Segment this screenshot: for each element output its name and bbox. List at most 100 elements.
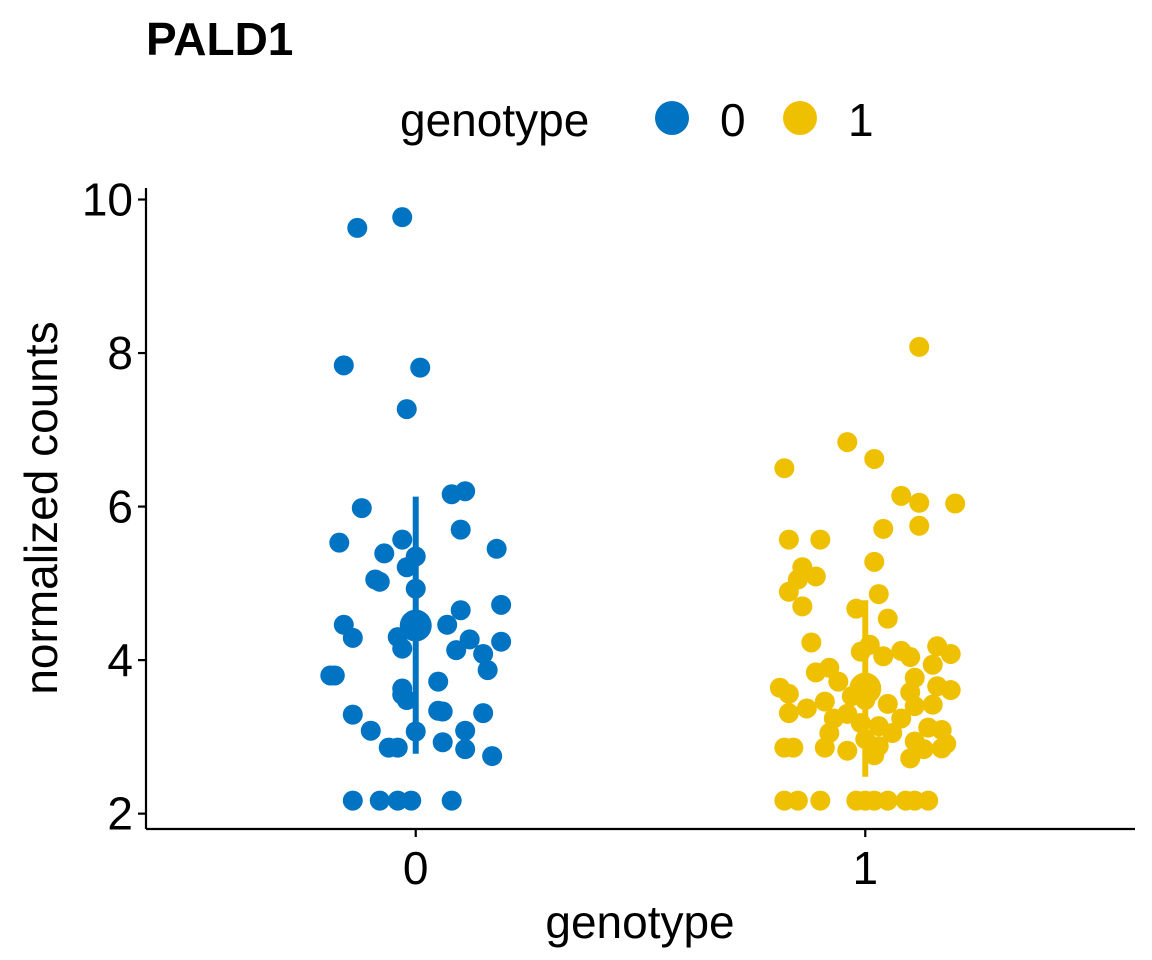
data-point bbox=[922, 694, 943, 715]
data-point bbox=[873, 646, 894, 667]
data-point bbox=[814, 691, 835, 712]
data-point bbox=[873, 518, 894, 539]
legend: genotype 0 1 bbox=[400, 94, 874, 146]
data-point bbox=[891, 485, 912, 506]
data-point bbox=[491, 594, 512, 615]
data-point bbox=[392, 638, 413, 659]
data-point bbox=[450, 519, 471, 540]
y-tick-label: 2 bbox=[107, 788, 133, 840]
data-point bbox=[909, 492, 930, 513]
data-point bbox=[801, 632, 822, 653]
data-point bbox=[778, 683, 799, 704]
data-point bbox=[778, 581, 799, 602]
data-point bbox=[347, 217, 368, 238]
data-point bbox=[891, 708, 912, 729]
data-point bbox=[432, 732, 453, 753]
data-point bbox=[778, 703, 799, 724]
data-point bbox=[437, 614, 458, 635]
data-point bbox=[446, 640, 467, 661]
data-point bbox=[774, 458, 795, 479]
data-point bbox=[482, 746, 503, 767]
mean-point-1 bbox=[849, 672, 882, 705]
data-point bbox=[455, 481, 476, 502]
data-point bbox=[369, 790, 390, 811]
data-point bbox=[814, 737, 835, 758]
data-point bbox=[864, 745, 885, 766]
mean-point-0 bbox=[399, 609, 432, 642]
data-point bbox=[392, 207, 413, 228]
data-point bbox=[864, 448, 885, 469]
data-point bbox=[904, 696, 925, 717]
x-tick-label: 0 bbox=[403, 842, 429, 894]
data-point bbox=[828, 671, 849, 692]
data-point bbox=[342, 790, 363, 811]
data-point bbox=[455, 739, 476, 760]
data-point bbox=[369, 571, 390, 592]
data-point bbox=[909, 336, 930, 357]
series-0 bbox=[320, 207, 512, 811]
data-point bbox=[922, 654, 943, 675]
data-point bbox=[882, 723, 903, 744]
data-point bbox=[810, 529, 831, 550]
data-point bbox=[360, 720, 381, 741]
data-point bbox=[392, 529, 413, 550]
data-point bbox=[796, 698, 817, 719]
data-point bbox=[333, 355, 354, 376]
data-point bbox=[805, 662, 826, 683]
data-point bbox=[900, 748, 921, 769]
data-point bbox=[486, 538, 507, 559]
data-point bbox=[455, 720, 476, 741]
data-point bbox=[428, 671, 449, 692]
legend-label-0: 0 bbox=[720, 94, 746, 146]
data-point bbox=[810, 790, 831, 811]
data-point bbox=[900, 647, 921, 668]
data-point bbox=[450, 600, 471, 621]
data-point bbox=[491, 631, 512, 652]
data-point bbox=[877, 790, 898, 811]
data-point bbox=[931, 738, 952, 759]
data-point bbox=[837, 740, 858, 761]
data-point bbox=[473, 703, 494, 724]
data-point bbox=[792, 596, 813, 617]
data-point bbox=[351, 498, 372, 519]
y-tick-label: 4 bbox=[107, 634, 133, 686]
data-point bbox=[787, 790, 808, 811]
data-point bbox=[459, 629, 480, 650]
data-point bbox=[945, 493, 966, 514]
data-point bbox=[477, 660, 498, 681]
data-point bbox=[396, 557, 417, 578]
data-point bbox=[940, 643, 961, 664]
y-tick-label: 6 bbox=[107, 481, 133, 533]
data-point bbox=[846, 598, 867, 619]
x-axis-title: genotype bbox=[545, 896, 734, 948]
data-point bbox=[778, 529, 799, 550]
legend-title: genotype bbox=[400, 94, 589, 146]
data-point bbox=[473, 643, 494, 664]
data-point bbox=[805, 566, 826, 587]
data-point bbox=[864, 551, 885, 572]
data-point bbox=[374, 543, 395, 564]
data-point bbox=[410, 357, 431, 378]
data-point bbox=[387, 737, 408, 758]
data-point bbox=[441, 790, 462, 811]
data-point bbox=[342, 704, 363, 725]
data-point bbox=[401, 790, 422, 811]
data-point bbox=[909, 515, 930, 536]
legend-marker-0 bbox=[655, 101, 689, 135]
legend-label-1: 1 bbox=[848, 94, 874, 146]
y-axis-title: normalized counts bbox=[15, 321, 67, 694]
data-point bbox=[342, 627, 363, 648]
data-point bbox=[837, 432, 858, 453]
data-point bbox=[918, 790, 939, 811]
chart-title: PALD1 bbox=[146, 13, 293, 65]
data-point bbox=[940, 680, 961, 701]
data-point bbox=[324, 665, 345, 686]
legend-marker-1 bbox=[783, 101, 817, 135]
data-point bbox=[877, 693, 898, 714]
y-tick-label: 10 bbox=[82, 174, 133, 226]
data-point bbox=[432, 701, 453, 722]
y-axis: 2 4 6 8 10 bbox=[82, 174, 148, 840]
data-point bbox=[329, 532, 350, 553]
